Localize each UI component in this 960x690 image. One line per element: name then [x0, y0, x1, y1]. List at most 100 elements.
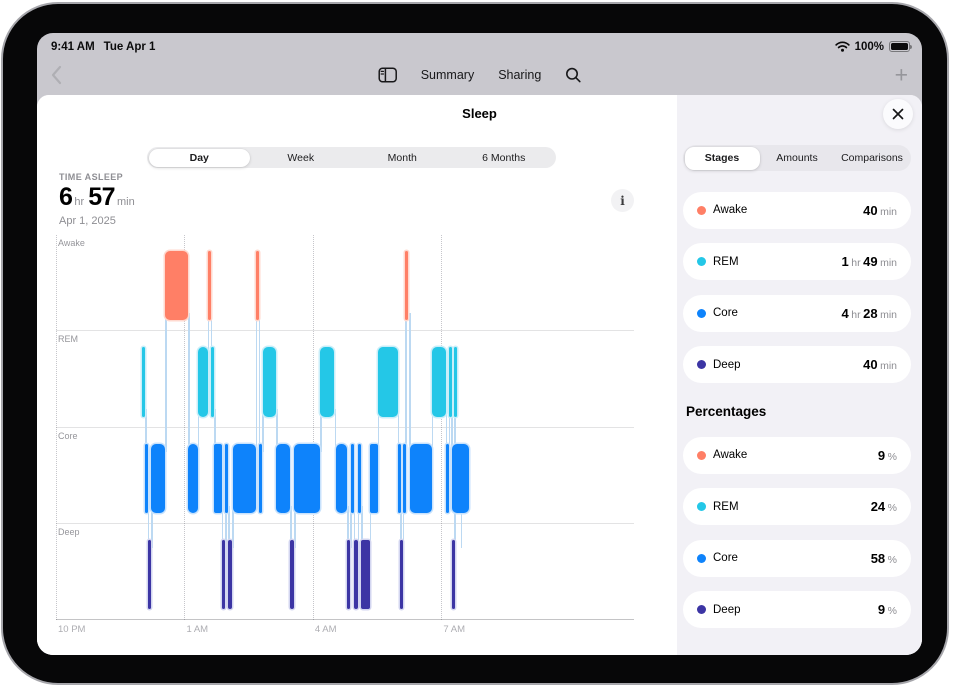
sleep-segment-core — [369, 443, 378, 513]
stage-row-awake: Awake — [56, 235, 634, 332]
screen: 9:41 AM Tue Apr 1 100% — [37, 33, 922, 655]
chart-pane: Day Week Month 6 Months TIME ASLEEP 6 hr 57 mi… — [37, 95, 677, 655]
stage-transition-line — [409, 313, 411, 452]
stage-transition-line — [262, 409, 264, 452]
range-tab-day[interactable]: Day — [148, 148, 250, 167]
sleep-segment-core — [225, 443, 229, 513]
metric-label: TIME ASLEEP — [59, 172, 124, 182]
stage-duration-label: Awake — [713, 204, 748, 216]
panel-tabs-segmented-control: Stages Amounts Comparisons — [683, 145, 911, 171]
range-tab-6-months[interactable]: 6 Months — [482, 151, 526, 164]
stage-transition-line — [145, 409, 147, 452]
sleep-segment-core — [258, 443, 262, 513]
search-icon[interactable] — [565, 67, 581, 83]
stage-transition-line — [294, 505, 296, 548]
sleep-segment-deep — [228, 539, 232, 609]
navigation-bar: Summary Sharing + — [37, 55, 922, 95]
stage-duration-value: 40 min — [863, 357, 897, 372]
value-part: hr — [74, 196, 85, 208]
sleep-segment-core — [276, 443, 291, 513]
wifi-icon — [834, 41, 850, 52]
sleep-segment-core — [145, 443, 149, 513]
stage-percentage-row-core[interactable]: Core 58% — [683, 539, 911, 577]
status-time: 9:41 AM — [51, 40, 95, 53]
range-tab-week[interactable]: Week — [287, 151, 315, 164]
nav-summary[interactable]: Summary — [420, 68, 475, 82]
sleep-segment-awake — [165, 251, 189, 321]
panel-tab-comparisons[interactable]: Comparisons — [841, 152, 903, 164]
stage-transition-line — [353, 505, 356, 548]
stage-percentage-row-rem[interactable]: REM 24% — [683, 488, 911, 525]
stage-transition-line — [214, 409, 216, 452]
sleep-segment-awake — [207, 251, 211, 321]
add-button[interactable]: + — [894, 61, 908, 88]
stage-duration-row-core[interactable]: Core 4 hr 28 min — [683, 294, 911, 332]
stage-duration-row-deep[interactable]: Deep 40 min — [683, 346, 911, 383]
sleep-segment-deep — [290, 539, 295, 609]
value-part: 4 — [841, 305, 849, 321]
nav-sharing[interactable]: Sharing — [498, 68, 542, 82]
value-part: 9 — [877, 447, 886, 463]
stage-transition-line — [334, 409, 337, 452]
value-part: min — [880, 360, 897, 372]
close-icon — [892, 108, 904, 120]
sleep-segment-rem — [431, 347, 446, 417]
value-part: min — [117, 196, 135, 208]
stage-row-deep: Deep — [56, 524, 634, 620]
sleep-stages-chart[interactable]: 10 PM 1 AM 4 AM 7 AM Awake REM Core Deep — [56, 235, 634, 635]
sleep-segment-deep — [347, 539, 351, 609]
info-button[interactable]: i — [611, 189, 634, 212]
panel-tab-stages[interactable]: Stages — [684, 146, 760, 170]
details-panel: Stages Amounts Comparisons Percentages Awa… — [677, 95, 922, 655]
stage-transition-line — [210, 313, 213, 356]
stage-percentage-row-awake[interactable]: Awake 9% — [683, 436, 911, 474]
percentages-heading: Percentages — [686, 404, 767, 419]
stage-duration-row-rem[interactable]: REM 1 hr 49 min — [683, 243, 911, 280]
stage-transition-line — [357, 505, 360, 548]
sleep-segment-rem — [448, 347, 452, 417]
gridline — [441, 235, 443, 620]
stage-transition-line — [255, 313, 258, 452]
stage-percentage-value: 9% — [878, 448, 897, 463]
metric-date: Apr 1, 2025 — [59, 215, 116, 227]
stage-transition-line — [451, 409, 453, 452]
sleep-segment-core — [294, 443, 321, 513]
stage-percentage-value: 9% — [878, 602, 897, 617]
sleep-segment-deep — [400, 539, 404, 609]
panel-tab-amounts[interactable]: Amounts — [776, 152, 818, 164]
x-axis-tick-label: 1 AM — [186, 624, 209, 635]
close-button[interactable] — [883, 99, 913, 129]
stage-transition-line — [258, 313, 261, 452]
stage-transition-line — [431, 409, 434, 452]
range-tab-month[interactable]: Month — [387, 151, 417, 164]
sleep-segment-core — [357, 443, 362, 513]
sidebar-icon[interactable] — [377, 67, 397, 83]
stage-duration-row-awake[interactable]: Awake 40 min — [683, 191, 911, 229]
sleep-segment-deep — [354, 539, 358, 609]
stage-percentage-label: Deep — [713, 603, 741, 616]
value-part: % — [887, 450, 897, 463]
sleep-segment-deep — [361, 539, 370, 609]
stage-row-label: Deep — [58, 526, 80, 537]
stage-percentage-row-deep[interactable]: Deep 9% — [683, 591, 911, 628]
stage-duration-value: 4 hr 28 min — [842, 306, 897, 321]
value-part: 57 — [88, 183, 115, 211]
sleep-segment-core — [445, 443, 449, 513]
value-part: min — [880, 205, 897, 218]
stage-row-label: REM — [58, 334, 78, 345]
sleep-segment-core — [188, 443, 198, 513]
value-part: 49 — [863, 254, 878, 269]
back-button[interactable] — [51, 63, 71, 87]
sleep-segment-rem — [141, 347, 146, 417]
deep-stage-dot-icon — [697, 360, 706, 369]
sleep-segment-deep — [147, 539, 152, 609]
stage-transition-line — [445, 409, 448, 452]
time-asleep-metric: TIME ASLEEP 6 hr 57 min Apr 1, 2025 — [59, 172, 139, 227]
stage-transition-line — [188, 313, 190, 452]
stage-duration-value: 40 min — [863, 203, 897, 218]
sleep-segment-core — [214, 443, 222, 513]
awake-stage-dot-icon — [697, 205, 706, 215]
stage-duration-label: Core — [713, 307, 738, 319]
value-part: 40 — [863, 357, 878, 372]
value-part: % — [887, 553, 897, 566]
